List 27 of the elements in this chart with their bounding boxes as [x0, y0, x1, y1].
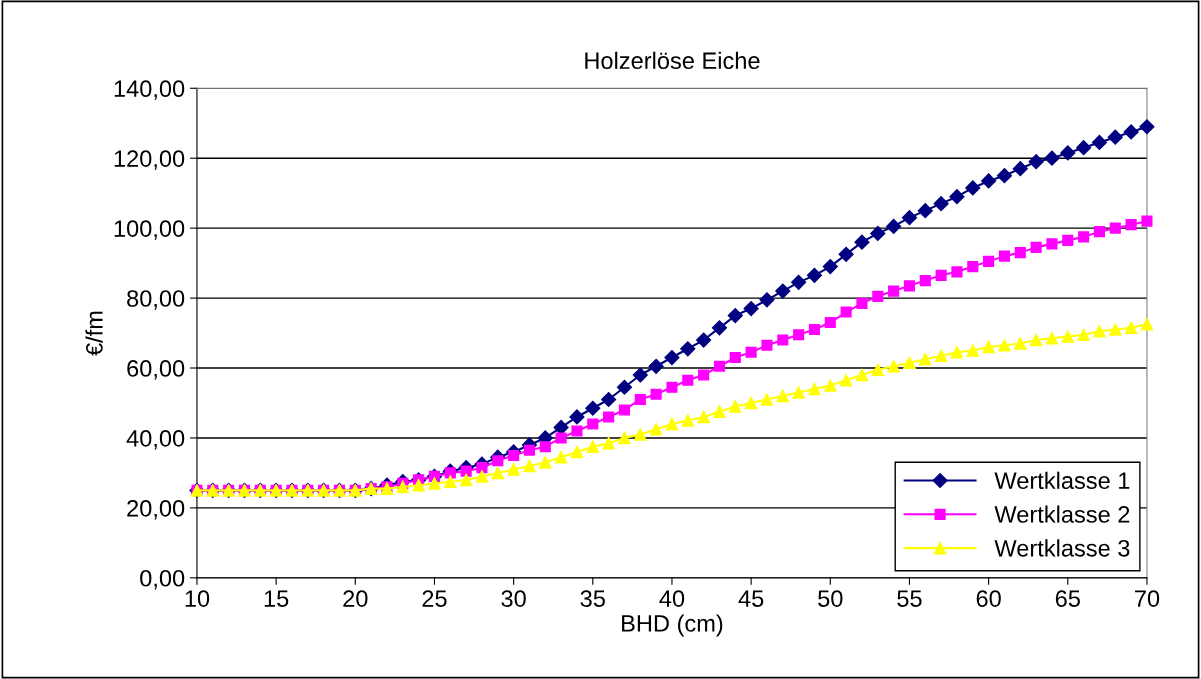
x-tick-label: 15 [264, 590, 289, 607]
y-tick-label: 60,00 [127, 360, 185, 380]
x-tick-label: 25 [422, 590, 447, 607]
legend-label: Wertklasse 3 [994, 539, 1130, 557]
legend-label: Wertklasse 2 [994, 505, 1130, 523]
chart-title: Holzerlöse Eiche [585, 51, 760, 70]
x-tick-label: 30 [501, 590, 526, 607]
x-tick-label: 10 [185, 590, 210, 607]
y-tick-label: 100,00 [114, 220, 185, 240]
x-tick-label: 35 [580, 590, 605, 607]
x-tick-label: 20 [343, 590, 368, 607]
x-axis-title: BHD (cm) [622, 614, 723, 637]
y-tick-label: 120,00 [114, 150, 185, 170]
y-axis-title: €/fm [85, 311, 103, 356]
y-tick-label: 80,00 [127, 290, 185, 310]
x-tick-label: 60 [976, 590, 1001, 607]
x-tick-label: 50 [818, 590, 843, 607]
y-tick-label: 40,00 [126, 430, 185, 450]
x-tick-label: 45 [738, 590, 764, 607]
y-tick-label: 140,00 [114, 80, 185, 100]
x-tick-label: 55 [897, 590, 922, 607]
x-tick-label: 40 [659, 590, 685, 607]
y-tick-label: 0,00 [140, 569, 185, 590]
x-tick-label: 70 [1135, 590, 1160, 607]
y-tick-label: 20,00 [127, 499, 185, 520]
x-tick-label: 65 [1055, 590, 1080, 607]
legend-label: Wertklasse 1 [994, 471, 1130, 489]
